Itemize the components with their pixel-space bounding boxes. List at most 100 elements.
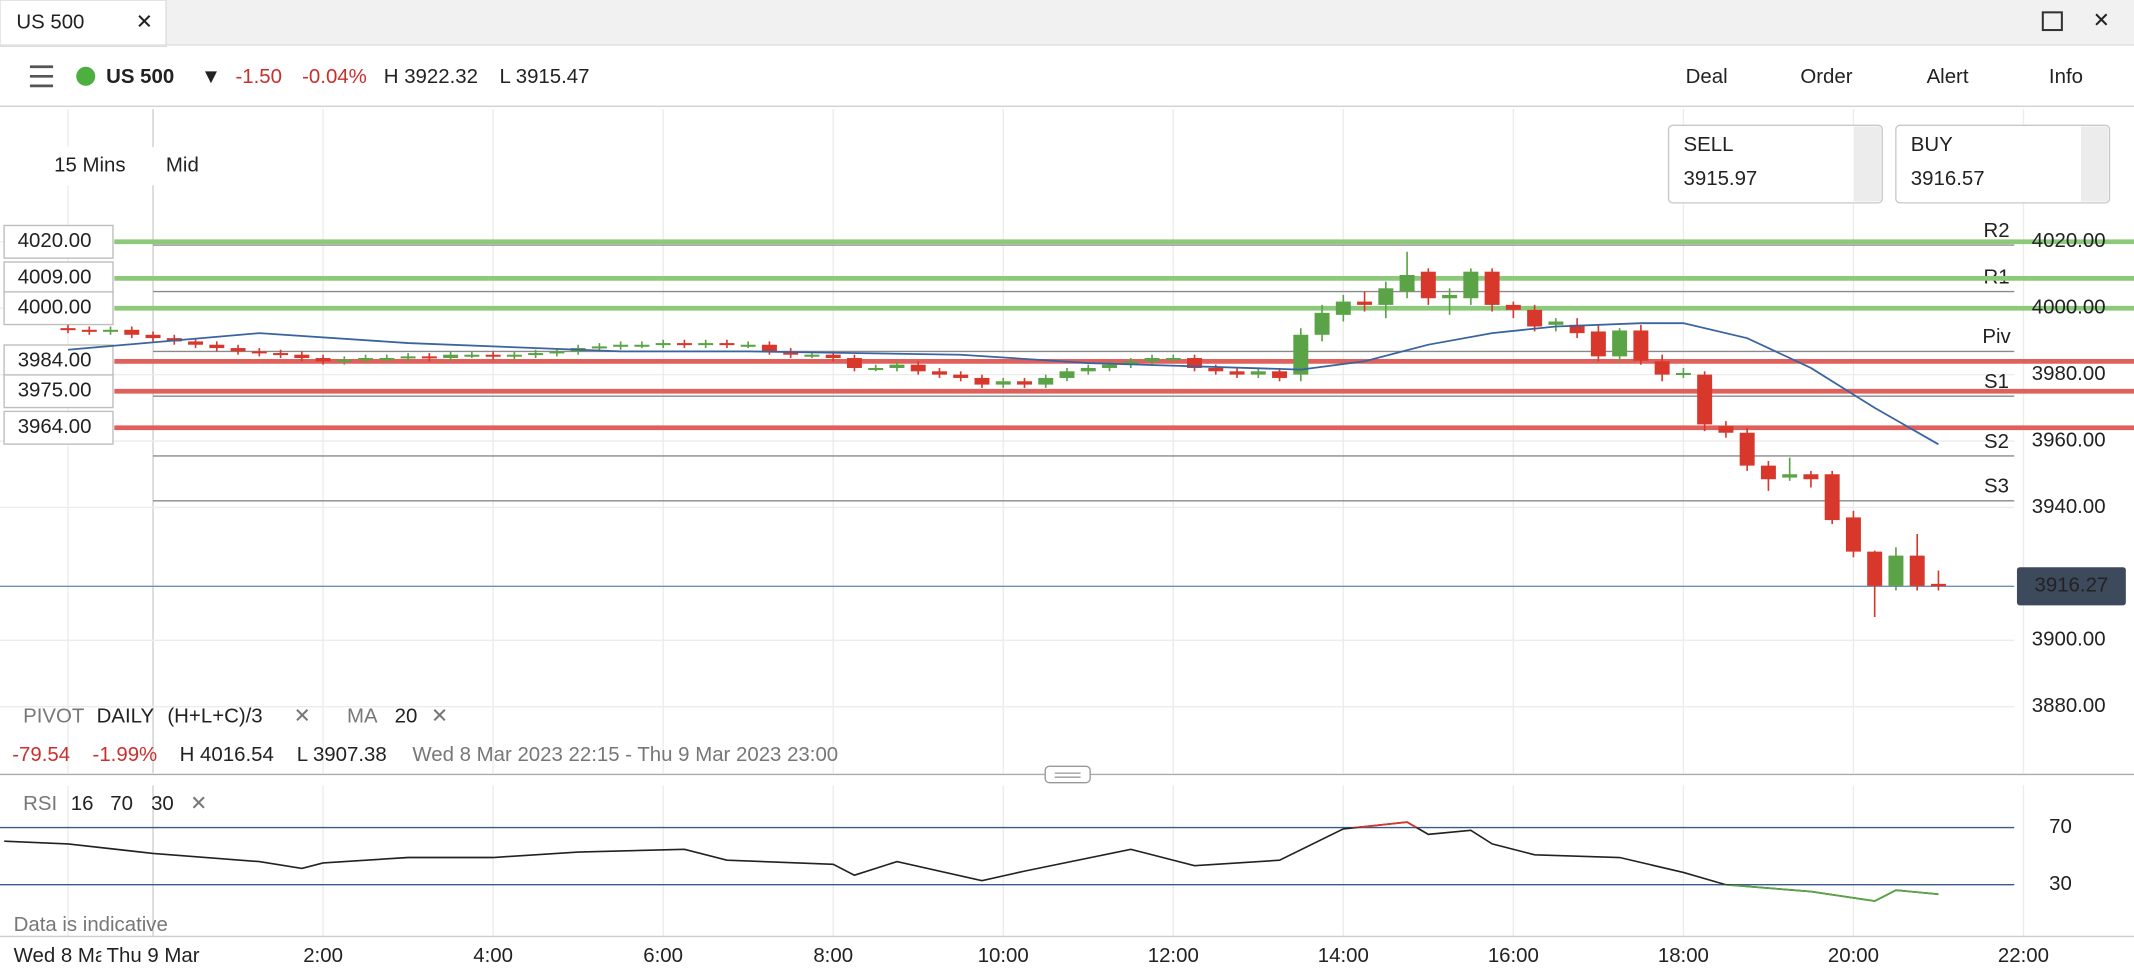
candle-body: [1867, 551, 1883, 586]
candle-body: [1335, 301, 1351, 315]
candle-body: [1293, 334, 1309, 375]
action-button[interactable]: Deal: [1686, 66, 1728, 88]
x-tick-label: 16:00: [1488, 945, 1539, 967]
pivot-label: PIVOT: [23, 706, 84, 728]
sell-box[interactable]: SELL 3915.97: [1667, 124, 1883, 204]
action-button[interactable]: Alert: [1927, 66, 1969, 88]
remove-indicator[interactable]: ✕: [190, 793, 207, 815]
interval[interactable]: 15 Mins: [54, 155, 125, 177]
candle-body: [1909, 555, 1925, 586]
candle-body: [485, 354, 501, 357]
x-tick-label: 10:00: [978, 945, 1029, 967]
candle-body: [1378, 288, 1394, 305]
close-window[interactable]: ✕: [2093, 10, 2110, 32]
candle-body: [1314, 312, 1330, 335]
instrument[interactable]: US 500: [106, 66, 174, 88]
candle-body: [209, 344, 225, 349]
candle-body: [1442, 294, 1458, 299]
candle-body: [953, 374, 969, 378]
candle-body: [1803, 474, 1819, 480]
menu-icon[interactable]: [29, 65, 54, 88]
price-level-label: 4009.00: [18, 267, 92, 289]
pivot-label: Piv: [1982, 326, 2011, 348]
buy-box[interactable]: BUY 3916.57: [1895, 124, 2111, 204]
candle-body: [740, 344, 756, 347]
action-button[interactable]: Order: [1800, 66, 1852, 88]
candle-body: [1782, 474, 1798, 478]
candle-body: [889, 364, 905, 368]
candle-body: [910, 364, 926, 372]
close-tab[interactable]: ✕: [136, 12, 153, 34]
candle-body: [1654, 361, 1670, 375]
action-button[interactable]: Info: [2049, 66, 2083, 88]
candle-body: [825, 354, 841, 359]
candle-body: [1824, 474, 1840, 521]
candle-body: [294, 354, 310, 359]
candle-body: [1590, 331, 1606, 357]
candle-body: [1527, 309, 1543, 327]
tab-bar: [0, 0, 2134, 46]
candle-body: [1038, 377, 1054, 385]
candle-body: [1505, 304, 1521, 310]
pivot-label: S1: [1984, 371, 2009, 393]
candle-body: [846, 358, 862, 368]
remove-indicator[interactable]: ✕: [431, 706, 448, 728]
candle-body: [1463, 271, 1479, 299]
status-dot: [76, 66, 96, 86]
rsi-param: 70: [110, 793, 133, 815]
candle-body: [1888, 555, 1904, 586]
y-tick-label: 3960.00: [2032, 429, 2106, 451]
rsi-param: 30: [151, 793, 174, 815]
candle-body: [698, 343, 714, 346]
day-low: L 3915.47: [499, 66, 589, 88]
candle-body: [1187, 358, 1203, 368]
range-change: -79.54: [12, 744, 70, 766]
buy-price[interactable]: 3916.57: [1911, 168, 1985, 190]
candle-body: [1017, 381, 1032, 385]
candle-body: [145, 334, 161, 339]
y-tick-label: 3880.00: [2032, 695, 2106, 717]
candle-body: [1102, 364, 1117, 368]
price-level-label: 3964.00: [18, 416, 92, 438]
candle-body: [1144, 358, 1160, 362]
candle-body: [421, 356, 437, 359]
pivot-period: DAILY: [97, 706, 155, 728]
note: Data is indicative: [14, 914, 168, 936]
candle-body: [634, 344, 650, 347]
sell-price[interactable]: 3915.97: [1684, 168, 1758, 190]
price-level-box: [3, 261, 114, 296]
x-tick-label: 4:00: [473, 945, 513, 967]
candle-body: [1059, 371, 1075, 378]
remove-indicator[interactable]: ✕: [294, 706, 311, 728]
x-tick-label: 22:00: [1998, 945, 2049, 967]
tab[interactable]: [0, 0, 167, 48]
x-tick-label: 2:00: [303, 945, 343, 967]
pivot-label: S3: [1984, 476, 2009, 498]
candle-body: [358, 358, 374, 361]
candle-body: [783, 351, 799, 355]
price-type[interactable]: Mid: [166, 155, 199, 177]
maximize[interactable]: [2041, 11, 2063, 32]
candle-body: [1548, 321, 1564, 325]
x-tick-label: Wed 8 Mar: [14, 945, 114, 967]
price-level-box: [3, 224, 114, 259]
tab-title[interactable]: US 500: [16, 12, 84, 34]
candle-body: [400, 356, 416, 359]
resize-handle[interactable]: [1044, 765, 1091, 784]
candle-body: [1399, 275, 1415, 292]
pivot-label: R2: [1983, 220, 2009, 242]
candle-body: [1739, 432, 1755, 466]
candle-body: [1165, 358, 1181, 361]
candle-body: [1845, 517, 1861, 552]
candle-body: [761, 344, 777, 352]
candle-body: [1718, 426, 1734, 433]
x-tick-label: 12:00: [1148, 945, 1199, 967]
rsi-line: [4, 821, 1939, 902]
y-tick-label: 4020.00: [2032, 230, 2106, 252]
dropdown-icon[interactable]: ▼: [201, 66, 221, 88]
candle-body: [1080, 367, 1096, 372]
sell-label[interactable]: SELL: [1684, 134, 1734, 156]
buy-label[interactable]: BUY: [1911, 134, 1953, 156]
candle-body: [655, 343, 671, 346]
